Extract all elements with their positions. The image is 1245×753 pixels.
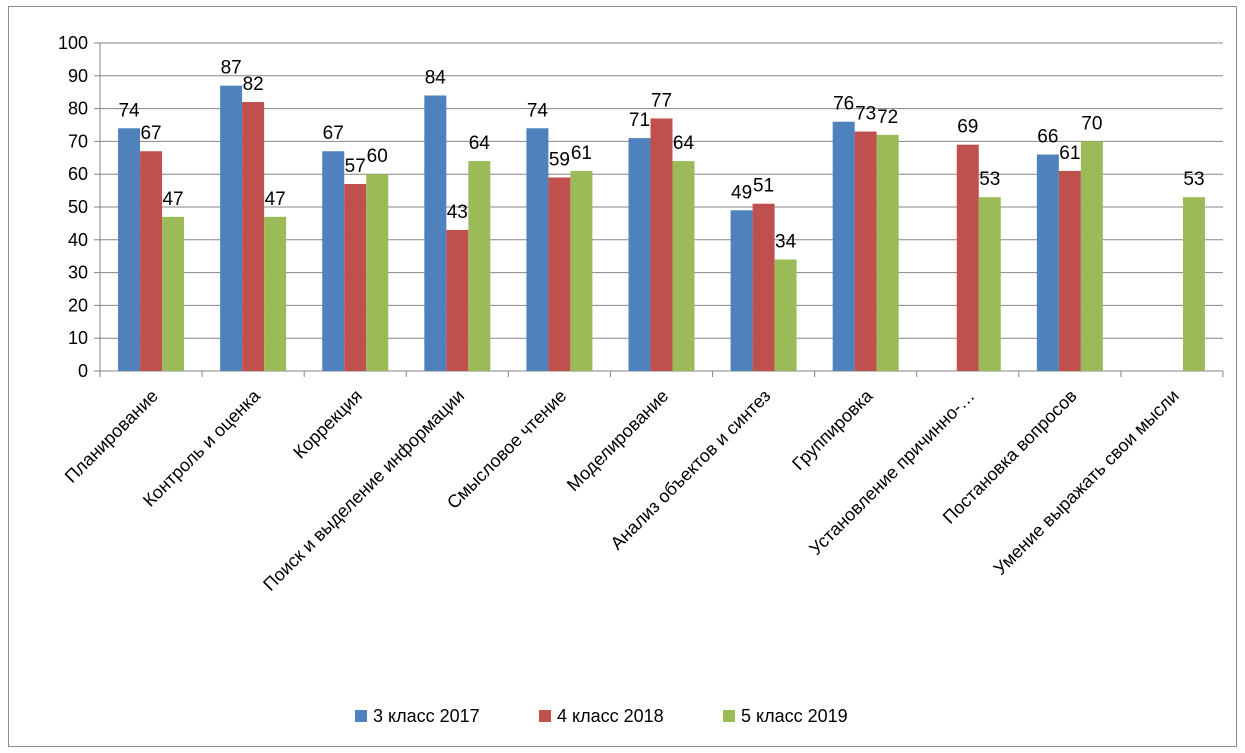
- data-label: 60: [367, 146, 388, 167]
- bar: [1058, 170, 1081, 371]
- y-tick-label: 80: [68, 99, 88, 119]
- data-label: 87: [221, 58, 242, 79]
- y-tick-label: 50: [68, 197, 88, 217]
- y-tick-label: 0: [78, 361, 88, 381]
- legend-label: 4 класс 2018: [557, 706, 664, 726]
- y-tick-label: 40: [68, 230, 88, 250]
- legend-swatch: [355, 710, 367, 722]
- y-axis: 0 10 20 30 40 50 60 70 80 90 100: [58, 33, 101, 381]
- y-tick-label: 20: [68, 295, 88, 315]
- bar: [774, 259, 797, 371]
- bar: [424, 95, 447, 371]
- data-label: 74: [527, 100, 549, 121]
- x-tick-label: Коррекция: [289, 386, 366, 463]
- data-label: 67: [323, 123, 344, 144]
- bar: [366, 174, 389, 371]
- bars: [118, 85, 1205, 371]
- bar: [672, 161, 695, 371]
- bar: [1080, 141, 1103, 371]
- x-tick-label: Установление причинно-…: [805, 386, 978, 559]
- data-label: 69: [957, 117, 978, 138]
- bar: [264, 216, 287, 371]
- data-label: 53: [979, 169, 1000, 190]
- data-label: 66: [1037, 127, 1058, 148]
- data-label: 64: [673, 133, 695, 154]
- bar: [242, 102, 265, 371]
- y-tick-label: 60: [68, 164, 88, 184]
- y-tick-label: 70: [68, 131, 88, 151]
- data-label: 82: [243, 74, 264, 95]
- bar: [162, 216, 185, 371]
- bar: [548, 177, 571, 371]
- x-tick-label: Планирование: [61, 386, 162, 487]
- bar: [344, 184, 367, 371]
- bar: [322, 151, 345, 371]
- data-label: 49: [731, 182, 752, 203]
- data-label: 74: [118, 100, 140, 121]
- bar: [832, 121, 855, 371]
- x-tick-label: Моделирование: [563, 386, 672, 495]
- bar: [650, 118, 673, 371]
- data-label: 72: [877, 107, 898, 128]
- data-label: 84: [425, 67, 447, 88]
- x-tick-label: Группировка: [788, 385, 877, 474]
- bar: [140, 151, 163, 371]
- data-label: 76: [833, 94, 854, 115]
- data-label: 47: [265, 189, 286, 210]
- legend: 3 класс 2017 4 класс 2018 5 класс 2019: [355, 706, 848, 726]
- x-tick-label: Контроль и оценка: [139, 385, 265, 511]
- y-tick-label: 10: [68, 328, 88, 348]
- data-label: 51: [753, 176, 774, 197]
- data-label: 53: [1183, 169, 1204, 190]
- data-label: 73: [855, 104, 876, 125]
- bar: [876, 134, 899, 371]
- bar: [956, 144, 979, 371]
- bar: [118, 128, 141, 371]
- data-label: 61: [1059, 143, 1080, 164]
- bar: [752, 203, 775, 371]
- legend-label: 3 класс 2017: [373, 706, 480, 726]
- data-label: 57: [345, 156, 366, 177]
- y-tick-label: 100: [58, 33, 88, 53]
- data-label: 61: [571, 143, 592, 164]
- bar: [468, 161, 491, 371]
- y-tick-label: 90: [68, 66, 88, 86]
- bar: [526, 128, 549, 371]
- bar: [220, 85, 243, 371]
- data-label: 71: [629, 110, 650, 131]
- data-label: 64: [469, 133, 491, 154]
- bar: [730, 210, 753, 371]
- bar: [1182, 197, 1205, 371]
- data-label: 67: [140, 123, 161, 144]
- legend-swatch: [723, 710, 735, 722]
- data-label: 59: [549, 149, 570, 170]
- bar: [1036, 154, 1059, 371]
- y-tick-label: 30: [68, 263, 88, 283]
- x-tick-label: Умение выражать свои мысли: [990, 386, 1183, 579]
- data-label: 70: [1081, 113, 1102, 134]
- data-label: 77: [651, 90, 672, 111]
- data-label: 43: [447, 202, 468, 223]
- data-label: 34: [775, 231, 797, 252]
- bar: [446, 229, 469, 371]
- chart-frame: [8, 6, 1237, 747]
- bar: [978, 197, 1001, 371]
- bar: [570, 170, 593, 371]
- bar: [854, 131, 877, 371]
- x-tick-label: Поиск и выделение информации: [259, 386, 468, 595]
- gridlines: [100, 42, 1223, 372]
- legend-swatch: [539, 710, 551, 722]
- bar: [628, 138, 651, 371]
- legend-label: 5 класс 2019: [741, 706, 848, 726]
- data-label: 47: [162, 189, 183, 210]
